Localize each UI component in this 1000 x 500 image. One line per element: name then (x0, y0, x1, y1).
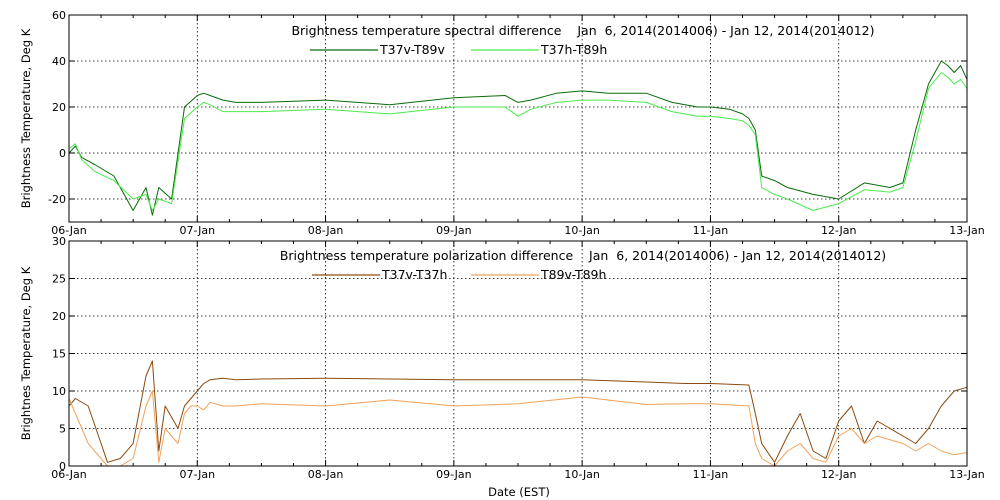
legend-label: T37v-T37h (381, 267, 447, 282)
y-tick-label: 10 (52, 385, 66, 398)
y-tick-label: 40 (52, 55, 66, 68)
x-tick-label: 12-Jan (821, 224, 857, 237)
x-tick-label: 06-Jan (51, 224, 87, 237)
y-tick-label: -20 (48, 193, 66, 206)
x-tick-label: 07-Jan (180, 468, 216, 481)
x-tick-label: 06-Jan (51, 468, 87, 481)
x-tick-label: 10-Jan (564, 224, 600, 237)
x-tick-label: 07-Jan (180, 224, 216, 237)
x-tick-label: 09-Jan (436, 224, 472, 237)
chart-title: Brightness temperature polarization diff… (280, 248, 886, 263)
x-tick-label: 13-Jan (949, 224, 985, 237)
series-line-t37h-t89h (68, 72, 968, 211)
y-axis-label: Brightness Temperature, Deg K (19, 28, 33, 208)
x-tick-label: 09-Jan (436, 468, 472, 481)
y-tick-label: 30 (52, 235, 66, 248)
spectral-difference-panel: -20 0 20 40 60 06-Jan 07-Jan 08-Jan 09-Jan 10-Jan… (19, 9, 985, 237)
y-tick-label: 60 (52, 9, 66, 22)
legend-label: T37h-T89h (540, 42, 607, 57)
series-line-t37v-t37h (68, 360, 968, 463)
y-tick-label: 15 (52, 348, 66, 361)
chart-title: Brightness temperature spectral differen… (291, 23, 874, 38)
y-tick-label: 25 (52, 273, 66, 286)
x-tick-label: 13-Jan (949, 468, 985, 481)
series-line-t37v-t89v (68, 60, 968, 216)
y-tick-label: 0 (59, 460, 66, 473)
x-tick-label: 10-Jan (564, 468, 600, 481)
y-tick-label: 20 (52, 310, 66, 323)
plot-frame (68, 14, 968, 223)
series-line-t89v-t89h (68, 390, 968, 467)
y-tick-label: 5 (59, 423, 66, 436)
y-axis-label: Brightnes Temperature, Deg K (19, 266, 33, 440)
x-tick-label: 08-Jan (308, 468, 344, 481)
x-tick-label: 11-Jan (693, 468, 729, 481)
polarization-difference-panel: 0 5 10 15 20 25 30 06-Jan 07-Jan 08-Jan 09-Jan 10-J… (19, 235, 985, 481)
x-axis-label: Date (EST) (488, 485, 550, 499)
y-tick-label: 0 (59, 147, 66, 160)
legend-label: T89v-T89h (540, 267, 606, 282)
x-tick-label: 12-Jan (821, 468, 857, 481)
x-tick-label: 11-Jan (693, 224, 729, 237)
x-tick-label: 08-Jan (308, 224, 344, 237)
y-tick-label: 20 (52, 101, 66, 114)
legend-label: T37v-T89v (379, 42, 446, 57)
